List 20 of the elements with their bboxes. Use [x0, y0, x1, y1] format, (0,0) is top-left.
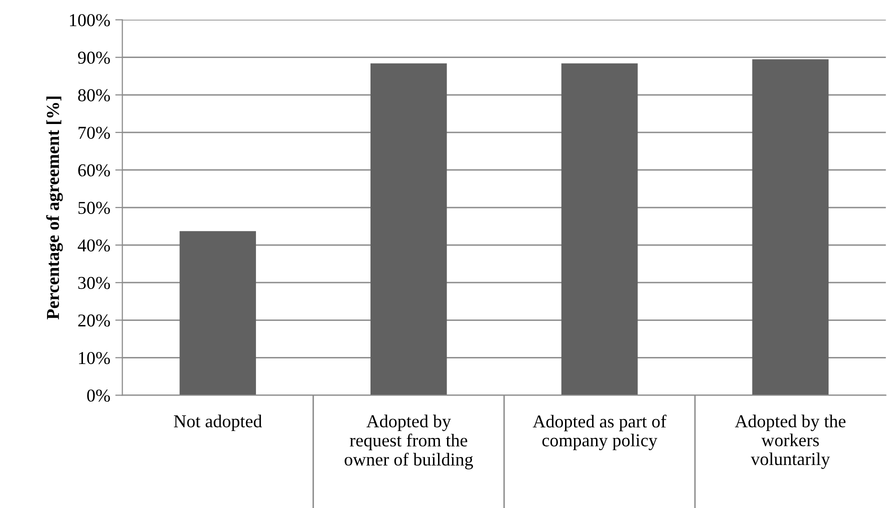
y-tick-label: 30% [78, 276, 110, 290]
x-tick-label: Adopted as part of company policy [532, 414, 666, 450]
x-tick-label: Not adopted [174, 414, 262, 432]
bar [561, 63, 638, 396]
y-tick-label: 10% [79, 352, 110, 364]
y-tick-label: 70% [78, 126, 110, 139]
y-tick-label: 100% [70, 14, 110, 26]
bar [180, 231, 256, 396]
x-tick-label: Adopted by request from the owner of building [344, 414, 474, 470]
x-tick-label: Adopted by the workers voluntarily [734, 414, 846, 469]
y-tick-label: 20% [78, 314, 110, 327]
y-tick-label: 60% [78, 164, 110, 176]
y-axis-title: Percentage of agreement [%] [46, 96, 63, 320]
y-tick-label: 50% [78, 202, 110, 214]
y-tick-label: 90% [78, 52, 110, 64]
bar [370, 63, 447, 396]
bar [752, 59, 829, 396]
y-tick-label: 40% [78, 239, 110, 252]
y-tick-label: 0% [87, 389, 110, 402]
y-tick-label: 80% [78, 89, 110, 102]
